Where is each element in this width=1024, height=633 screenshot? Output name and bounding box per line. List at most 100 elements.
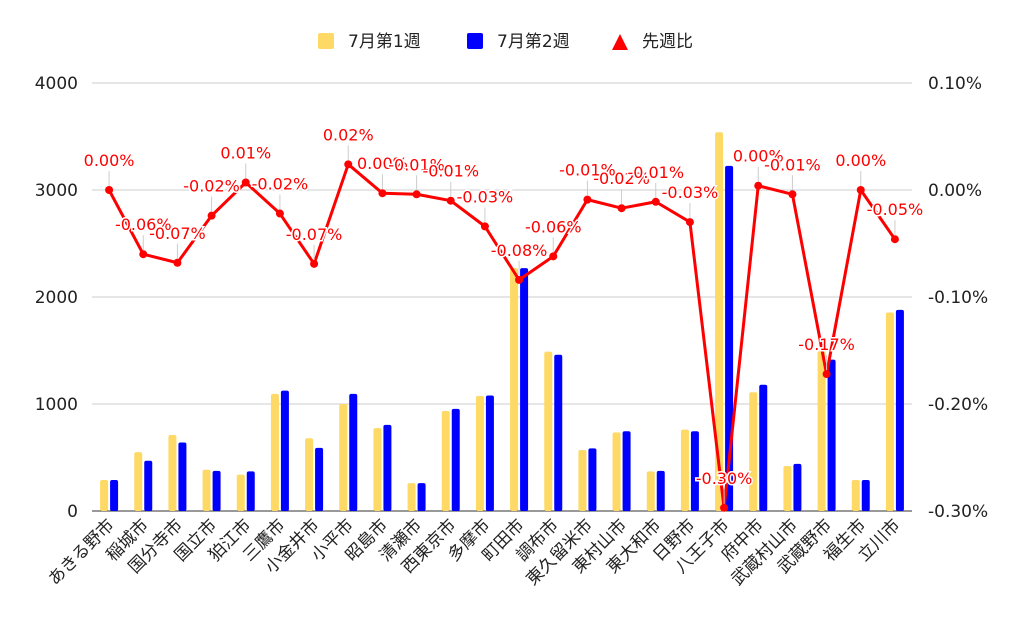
ratio-data-label: -0.01% <box>627 163 684 182</box>
ratio-point <box>480 222 489 231</box>
ratio-data-label: -0.01% <box>764 155 821 174</box>
ratio-point <box>378 189 387 198</box>
ratio-data-label: -0.02% <box>183 177 240 196</box>
ratio-data-label: -0.01% <box>422 162 479 181</box>
ratio-point <box>515 275 524 284</box>
ratio-data-label: 0.00% <box>835 151 886 170</box>
bar-week2 <box>178 442 187 511</box>
bar-week2 <box>793 463 802 511</box>
bar-week2 <box>656 470 665 511</box>
ratio-data-label: -0.01% <box>559 161 616 180</box>
bar-week1 <box>339 404 348 511</box>
bar-week1 <box>749 392 758 511</box>
ratio-data-label: 0.00% <box>733 147 784 166</box>
bar-week2 <box>110 479 119 511</box>
left-axis-ticks: 0 1000 2000 3000 4000 <box>35 74 78 522</box>
right-tick-label: 0.00% <box>928 181 982 201</box>
ratio-point <box>617 204 626 213</box>
bar-week2 <box>690 431 699 511</box>
bar-week2 <box>759 384 768 511</box>
bars-group <box>100 132 904 512</box>
ratio-data-label: 0.01% <box>220 144 271 163</box>
ratio-data-label: -0.06% <box>525 217 582 236</box>
legend-swatch <box>467 33 483 49</box>
bar-week1 <box>407 483 416 511</box>
legend-label: 7月第2週 <box>497 32 570 52</box>
ratio-line <box>107 162 897 510</box>
bar-week1 <box>134 452 143 511</box>
ratio-point <box>549 252 558 261</box>
ratio-point <box>583 195 592 204</box>
ratio-data-label: -0.07% <box>149 224 206 243</box>
bar-week1 <box>646 471 655 511</box>
bar-week1 <box>510 268 519 511</box>
ratio-point <box>139 250 148 259</box>
ratio-data-label: -0.01% <box>388 155 445 174</box>
ratio-point <box>105 186 114 194</box>
bar-week2 <box>451 408 460 511</box>
left-tick-label: 2000 <box>35 288 78 308</box>
ratio-point <box>856 186 865 194</box>
bar-week1 <box>373 428 382 511</box>
left-tick-label: 1000 <box>35 395 78 415</box>
bar-week1 <box>100 479 109 511</box>
bar-week2 <box>554 354 563 511</box>
ratio-point <box>822 370 831 379</box>
right-tick-label: -0.20% <box>928 395 988 415</box>
bar-week1 <box>783 466 792 511</box>
bar-week2 <box>622 431 631 511</box>
bar-week2 <box>417 483 426 511</box>
legend-marker <box>612 34 628 50</box>
ratio-data-label: 0.00% <box>357 154 408 173</box>
ratio-data-label: 0.02% <box>323 125 374 144</box>
bar-week2 <box>144 460 153 511</box>
bar-week1 <box>578 450 587 511</box>
ratio-data-label: -0.02% <box>252 175 309 194</box>
bar-week2 <box>485 395 494 511</box>
right-tick-label: 0.10% <box>928 74 982 94</box>
bar-week2 <box>280 390 289 511</box>
right-tick-label: -0.30% <box>928 502 988 522</box>
bar-week2 <box>246 471 255 511</box>
gridlines <box>92 82 912 512</box>
ratio-point <box>241 178 250 187</box>
bar-week2 <box>725 165 734 512</box>
legend: 7月第1週 7月第2週 先週比 <box>318 32 693 52</box>
bar-week1 <box>475 395 484 511</box>
ratio-point <box>651 197 660 206</box>
legend-label: 7月第1週 <box>348 32 421 52</box>
ratio-data-label: -0.07% <box>286 225 343 244</box>
ratio-point <box>788 190 797 199</box>
bar-week1 <box>441 410 450 511</box>
bar-week2 <box>520 268 529 511</box>
ratio-point <box>344 160 353 169</box>
ratio-point <box>890 235 899 244</box>
right-tick-label: -0.10% <box>928 288 988 308</box>
bar-week2 <box>315 447 324 511</box>
bar-week1 <box>168 435 177 511</box>
ratio-point <box>310 259 319 268</box>
bar-week1 <box>544 351 553 511</box>
bar-week2 <box>861 479 870 511</box>
ratio-point <box>754 181 763 190</box>
bar-week2 <box>212 470 221 511</box>
bar-week2 <box>827 359 836 511</box>
bar-week1 <box>612 432 621 511</box>
right-axis-ticks: -0.30% -0.20% -0.10% 0.00% 0.10% <box>928 74 988 522</box>
bar-week2 <box>383 424 392 511</box>
left-tick-label: 4000 <box>35 74 78 94</box>
ratio-data-label: 0.00% <box>84 151 135 170</box>
bar-week1 <box>885 312 894 511</box>
ratio-point <box>685 218 694 227</box>
ratio-point <box>173 258 182 267</box>
ratio-point <box>720 503 729 512</box>
ratio-data-label: -0.05% <box>867 200 924 219</box>
ratio-point <box>412 190 421 199</box>
ratio-line-group: 0.00% -0.06% -0.07% -0.02% 0.01% -0.02% -0.07%… <box>82 124 925 512</box>
left-tick-label: 0 <box>67 502 78 522</box>
bar-week1 <box>305 438 314 511</box>
bar-week1 <box>236 474 245 511</box>
ratio-data-label: -0.02% <box>593 169 650 188</box>
